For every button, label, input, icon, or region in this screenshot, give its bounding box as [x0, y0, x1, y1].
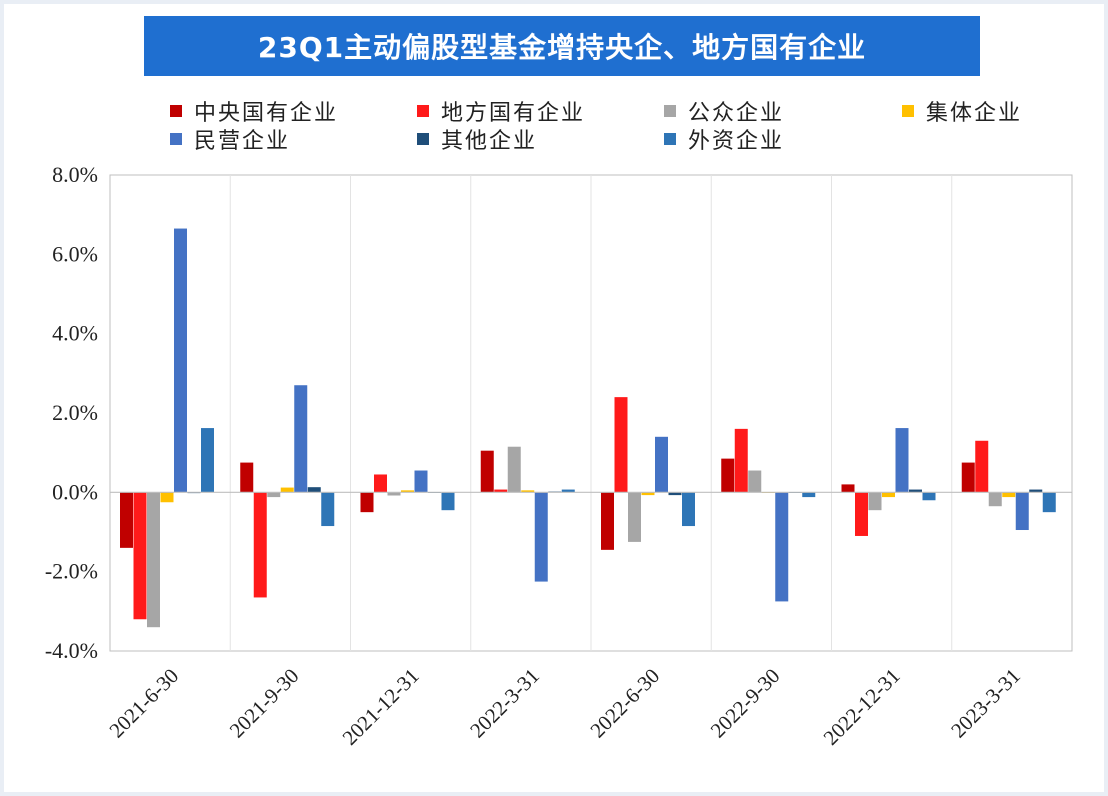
legend-label: 公众企业: [688, 101, 785, 126]
bar: [360, 492, 374, 513]
bar: [868, 492, 882, 511]
legend-item-private: 民营企业: [170, 124, 290, 154]
legend-item-other: 其他企业: [417, 124, 537, 154]
bar: [775, 492, 789, 602]
legend-swatch-central-soe: [170, 105, 182, 117]
legend-swatch-private: [170, 133, 182, 145]
y-tick-label: -4.0%: [45, 638, 98, 663]
legend-label: 集体企业: [926, 101, 1023, 126]
bar: [174, 228, 187, 493]
bar: [160, 492, 174, 503]
x-tick-label: 2022-9-30: [706, 664, 785, 743]
chart-legend: 中央国有企业 地方国有企业 公众企业 集体企业 民营企业 其他企业 外资企业: [0, 0, 1108, 160]
bar: [628, 492, 641, 542]
x-tick-label: 2021-6-30: [104, 664, 183, 743]
legend-swatch-collective: [902, 105, 914, 117]
chart-title: 23Q1主动偏股型基金增持央企、地方国有企业: [144, 16, 980, 76]
bar: [748, 470, 762, 493]
bar: [655, 436, 668, 493]
legend-item-collective: 集体企业: [902, 96, 1022, 126]
bar: [414, 470, 428, 493]
y-tick-label: -2.0%: [45, 559, 98, 584]
y-tick-label: 6.0%: [52, 241, 98, 266]
x-tick-label: 2023-3-31: [946, 664, 1025, 743]
bar: [294, 385, 308, 493]
bar: [668, 492, 682, 496]
legend-item-foreign: 外资企业: [664, 124, 784, 154]
bar: [307, 487, 321, 493]
bar: [922, 492, 936, 501]
legend-swatch-other: [417, 133, 429, 145]
bar: [561, 489, 575, 493]
legend-swatch-public: [664, 105, 676, 117]
bar: [494, 489, 508, 493]
bar: [401, 490, 414, 493]
legend-label: 中央国有企业: [194, 101, 339, 126]
bar: [267, 492, 281, 498]
bar: [641, 492, 655, 496]
legend-label: 其他企业: [441, 129, 538, 154]
y-tick-label: 0.0%: [52, 479, 98, 504]
bar: [521, 490, 535, 493]
bar: [387, 492, 401, 496]
bar: [253, 492, 267, 598]
bar: [601, 492, 614, 550]
bar: [882, 492, 895, 498]
legend-swatch-local-soe: [417, 105, 429, 117]
bar: [147, 492, 160, 628]
legend-label: 民营企业: [194, 129, 291, 154]
bar: [988, 492, 1002, 507]
legend-label: 外资企业: [688, 129, 785, 154]
bar-series: [120, 228, 1056, 628]
bar: [280, 487, 294, 493]
bar: [975, 440, 989, 493]
bar: [1042, 492, 1056, 513]
bar: [1015, 492, 1029, 531]
bar: [895, 428, 909, 493]
x-axis-ticks: 2021-6-30 2021-9-30 2021-12-31 2022-3-31 202…: [104, 664, 1025, 750]
x-tick-label: 2022-3-31: [465, 664, 544, 743]
legend-swatch-foreign: [664, 133, 676, 145]
bar: [961, 462, 975, 493]
y-tick-label: 4.0%: [52, 321, 98, 346]
bar: [802, 492, 816, 498]
bar: [507, 446, 521, 493]
legend-item-central-soe: 中央国有企业: [170, 96, 338, 126]
x-tick-label: 2021-9-30: [225, 664, 304, 743]
bar: [480, 450, 494, 493]
y-tick-label: 2.0%: [52, 400, 98, 425]
bar: [374, 474, 387, 493]
legend-item-public: 公众企业: [664, 96, 784, 126]
bar: [614, 397, 628, 493]
category-gridlines: [229, 175, 953, 651]
bar: [682, 492, 695, 527]
x-tick-label: 2022-6-30: [585, 664, 664, 743]
x-tick-label: 2022-12-31: [819, 664, 905, 750]
bar: [855, 492, 868, 536]
bar: [441, 492, 455, 511]
bar: [721, 458, 735, 493]
bar: [201, 428, 214, 493]
legend-label: 地方国有企业: [441, 101, 586, 126]
bar: [1029, 489, 1043, 493]
x-tick-label: 2021-12-31: [338, 664, 424, 750]
bar: [734, 428, 748, 493]
y-tick-label: 8.0%: [52, 162, 98, 187]
bar: [909, 489, 922, 493]
legend-item-local-soe: 地方国有企业: [417, 96, 585, 126]
bar: [534, 492, 548, 582]
bar: [133, 492, 147, 620]
bar: [240, 462, 254, 493]
bar: [120, 492, 133, 548]
chart-title-text: 23Q1主动偏股型基金增持央企、地方国有企业: [257, 31, 867, 64]
bar: [1002, 492, 1016, 498]
bar: [841, 484, 855, 493]
y-axis-ticks: 8.0% 6.0% 4.0% 2.0% 0.0% -2.0% -4.0%: [45, 162, 98, 663]
bar: [321, 492, 335, 527]
